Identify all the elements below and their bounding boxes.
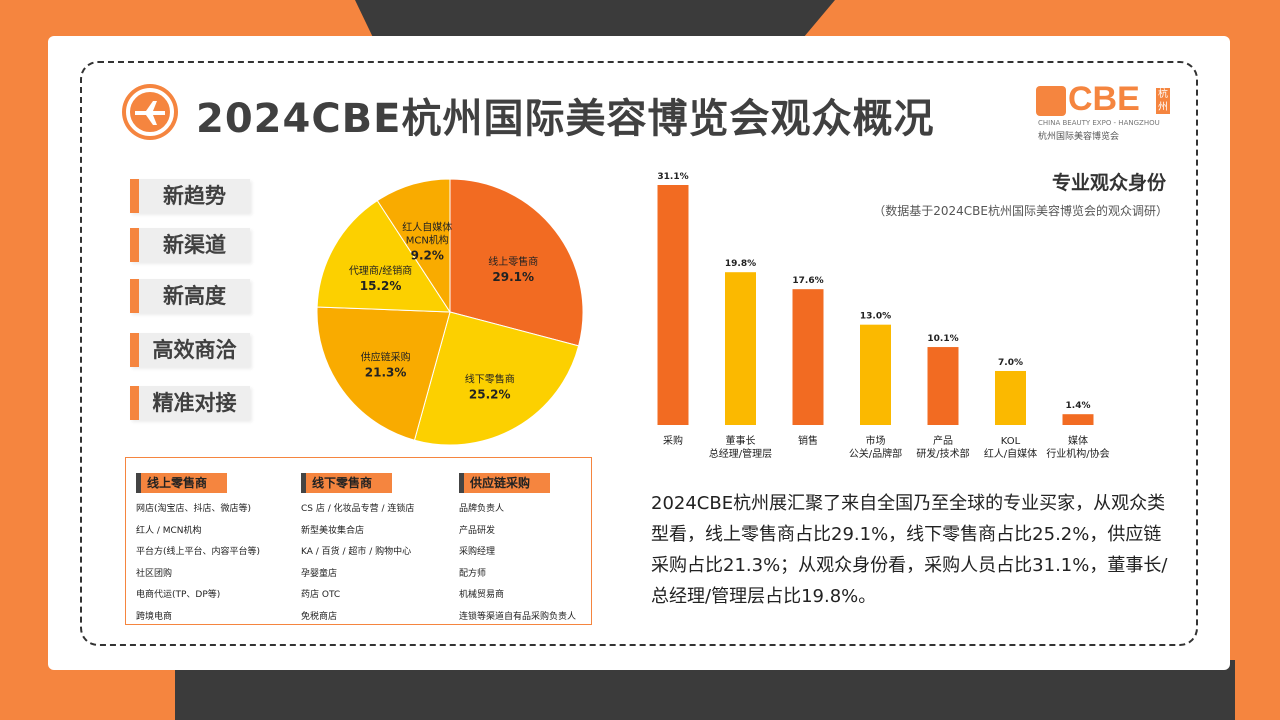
bar-value-label: 7.0% — [998, 358, 1023, 368]
list-item: 孕婴童店 — [301, 568, 338, 579]
list-item: 连锁等渠道自有品采购负责人 — [459, 611, 577, 622]
list-item: 社区团购 — [136, 568, 173, 579]
list-item: 网店(淘宝店、抖店、微店等) — [136, 504, 252, 514]
list-item: 新型美妆集合店 — [301, 525, 365, 536]
bar — [725, 272, 756, 425]
bar-value-label: 10.1% — [927, 334, 958, 344]
bar-value-label: 19.8% — [725, 259, 756, 269]
bar — [792, 289, 824, 425]
audience-category-table: 线上零售商 网店(淘宝店、抖店、微店等) 红人 / MCN机构 平台方(线上平台… — [125, 457, 592, 625]
pie-slice-label: 线上零售商 — [488, 255, 538, 268]
bottom-dark-band — [175, 660, 1235, 720]
bar-category-label: 采购 — [663, 434, 683, 447]
bar-category-label: 媒体 — [1068, 435, 1088, 447]
bar-chart-subtitle: （数据基于2024CBE杭州国际美容博览会的观众调研） — [873, 204, 1168, 218]
cbe-logo: CBE 杭州 CHINA BEAUTY EXPO - HANGZHOU 杭州国际… — [1036, 80, 1176, 144]
list-item: 红人 / MCN机构 — [136, 525, 202, 536]
list-item: 产品研发 — [459, 525, 496, 536]
pie-value-label: 21.3% — [365, 366, 407, 380]
column-header: 线下零售商 — [301, 473, 393, 493]
cbe-logo-sub: CHINA BEAUTY EXPO - HANGZHOU — [1038, 119, 1160, 127]
pie-value-label: 29.1% — [492, 270, 534, 284]
list-item: 采购经理 — [459, 547, 496, 557]
bar-category-label: 市场 — [866, 434, 886, 447]
list-item: CS 店 / 化妆品专营 / 连锁店 — [301, 504, 415, 514]
list-item: 平台方(线上平台、内容平台等) — [136, 547, 261, 557]
dashed-frame — [80, 61, 1198, 646]
pie-value-label: 25.2% — [469, 388, 511, 402]
list-item: 机械贸易商 — [459, 590, 505, 600]
bar-category-label: 董事长 — [726, 434, 756, 447]
airplane-icon — [122, 84, 178, 140]
page-title: 2024CBE杭州国际美容博览会观众概况 — [196, 96, 935, 142]
pie-slice — [413, 311, 580, 446]
list-item: 电商代运(TP、DP等) — [136, 590, 221, 600]
bar-category-label: 产品 — [933, 434, 953, 447]
cbe-logo-city: 杭州 — [1156, 88, 1170, 114]
list-item: 药店 OTC — [301, 590, 341, 600]
pie-slice-label: 供应链采购 — [361, 351, 411, 364]
pie-slice-label: 线下零售商 — [465, 373, 515, 386]
pie-slice — [376, 178, 451, 314]
list-item: 免税商店 — [301, 611, 338, 622]
column-header: 供应链采购 — [459, 473, 551, 493]
bar-category-label: 总经理/管理层 — [709, 447, 772, 460]
pie-slice — [449, 178, 584, 347]
list-item: 跨境电商 — [136, 611, 173, 622]
bar-category-label: 行业机构/协会 — [1046, 447, 1109, 460]
table-column-online: 线上零售商 网店(淘宝店、抖店、微店等) 红人 / MCN机构 平台方(线上平台… — [136, 472, 260, 628]
pie-value-label: 15.2% — [360, 279, 402, 293]
summary-paragraph: 2024CBE杭州展汇聚了来自全国乃至全球的专业买家，从观众类型看，线上零售商占… — [651, 493, 1168, 607]
list-item: KA / 百货 / 超市 / 购物中心 — [301, 547, 412, 557]
pie-slice — [316, 199, 451, 313]
list-item: 品牌负责人 — [459, 504, 505, 514]
bar — [995, 370, 1026, 425]
bar-value-label: 13.0% — [860, 312, 891, 322]
bar — [860, 324, 891, 425]
bar-category-label: KOL — [1001, 436, 1021, 447]
cbe-logo-sub-cn: 杭州国际美容博览会 — [1038, 132, 1120, 142]
bar — [927, 347, 959, 425]
pie-value-label: 9.2% — [411, 249, 444, 263]
column-header: 线上零售商 — [136, 473, 228, 493]
tag-precise-matching: 精准对接 — [130, 386, 250, 420]
list-item: 配方师 — [459, 568, 487, 579]
bar-category-label: 研发/技术部 — [916, 447, 969, 460]
pie-slice — [316, 306, 451, 441]
bar-category-label: 销售 — [798, 434, 818, 447]
pie-chart: 线上零售商 29.1% 线下零售商 25.2% 供应链采购 21.3% 代理商/经销商 15.… — [316, 178, 584, 446]
bar-value-label: 1.4% — [1066, 401, 1091, 411]
pie-slice-label: 红人自媒体 — [402, 221, 452, 234]
bar — [1062, 414, 1094, 425]
bar-category-label: 公关/品牌部 — [849, 447, 902, 460]
tag-new-trend: 新趋势 — [130, 179, 250, 213]
bar-value-label: 17.6% — [792, 276, 823, 286]
bar — [657, 185, 689, 425]
table-column-offline: 线下零售商 CS 店 / 化妆品专营 / 连锁店 新型美妆集合店 KA / 百货… — [301, 472, 414, 628]
pie-slice-label: MCN机构 — [406, 234, 449, 247]
tag-new-channel: 新渠道 — [130, 228, 250, 262]
table-column-supply: 供应链采购 品牌负责人 产品研发 采购经理 配方师 机械贸易商 连锁等渠道自有品… — [459, 472, 576, 628]
cbe-logo-text: CBE — [1068, 80, 1140, 118]
bar-category-label: 红人/自媒体 — [984, 447, 1037, 460]
pie-slice-label: 代理商/经销商 — [349, 264, 412, 277]
tag-efficient-negotiation: 高效商洽 — [130, 333, 250, 367]
bar-value-label: 31.1% — [657, 172, 688, 182]
bar-chart-title: 专业观众身份 — [1051, 172, 1166, 194]
top-dark-trapezoid — [355, 0, 835, 40]
tag-new-height: 新高度 — [130, 279, 250, 313]
